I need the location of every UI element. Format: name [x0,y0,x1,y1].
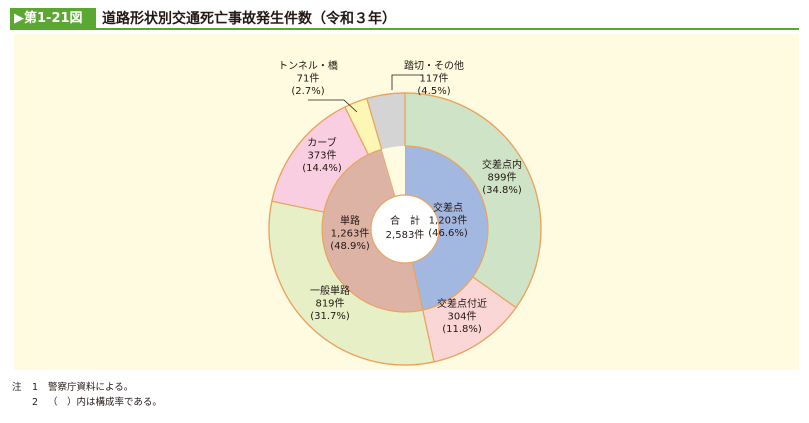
note-text: 警察庁資料による。 [48,382,134,393]
inner-label-1-line-2: (48.9%) [330,241,370,252]
figure-title: 道路形状別交通死亡事故発生件数（令和３年） [102,11,396,27]
chart-panel: 合 計 2,583件 交差点内 899件 (34.8%) 交差点付近 304件 (11.8%… [14,34,799,370]
outer-label-5-line-2: (4.5%) [417,86,450,97]
inner-label-0-line-0: 交差点 [433,201,463,214]
center-total-label: 2,583件 [386,229,425,241]
outer-label-2-line-0: 一般単路 [310,284,350,297]
outer-ring-border [268,92,542,366]
note-number: 2 [32,397,39,408]
outer-label-0-line-2: (34.8%) [482,185,522,196]
outer-label-4-line-0: トンネル・橋 [278,59,338,72]
note-1: 注 1 警察庁資料による。 [12,380,162,395]
outer-label-3-line-0: カーブ [307,136,336,149]
inner-slice-0 [404,145,489,311]
outer-label-3-line-2: (14.4%) [302,163,342,174]
outer-label-1-line-2: (11.8%) [442,324,482,335]
notes: 注 1 警察庁資料による。 2 （ ）内は構成率である。 [12,380,162,410]
outer-label-5-line-1: 117件 [419,73,448,85]
outer-label-0-line-1: 899件 [487,172,516,184]
outer-label-4-line-1: 71件 [297,73,320,85]
inner-label-1-line-1: 1,263件 [331,228,370,240]
leader-line-5 [391,74,422,90]
note-2: 2 （ ）内は構成率である。 [12,395,162,410]
figure-number-badge: ▶第1-21図 [10,8,96,30]
note-number: 1 [32,382,39,393]
note-text: （ ）内は構成率である。 [48,397,162,408]
outer-label-1-line-1: 304件 [447,311,476,323]
inner-label-0-line-2: (46.6%) [428,228,468,239]
note-mark: 注 [12,382,22,393]
header-rule [96,28,799,30]
outer-label-5-line-0: 踏切・その他 [404,59,464,72]
outer-label-3-line-1: 373件 [307,150,336,162]
inner-label-0-line-1: 1,203件 [429,215,468,227]
outer-label-2-line-1: 819件 [315,298,344,310]
leader-line-4 [308,99,358,113]
outer-label-4-line-2: (2.7%) [291,86,324,97]
figure-header: ▶第1-21図 道路形状別交通死亡事故発生件数（令和３年） [10,8,799,30]
inner-label-1-line-0: 単路 [340,214,360,227]
center-total-label: 合 計 [390,214,420,227]
center-total-circle [370,194,440,264]
outer-label-2-line-2: (31.7%) [310,311,350,322]
outer-label-0-line-0: 交差点内 [482,158,522,171]
outer-label-1-line-0: 交差点付近 [437,297,487,310]
